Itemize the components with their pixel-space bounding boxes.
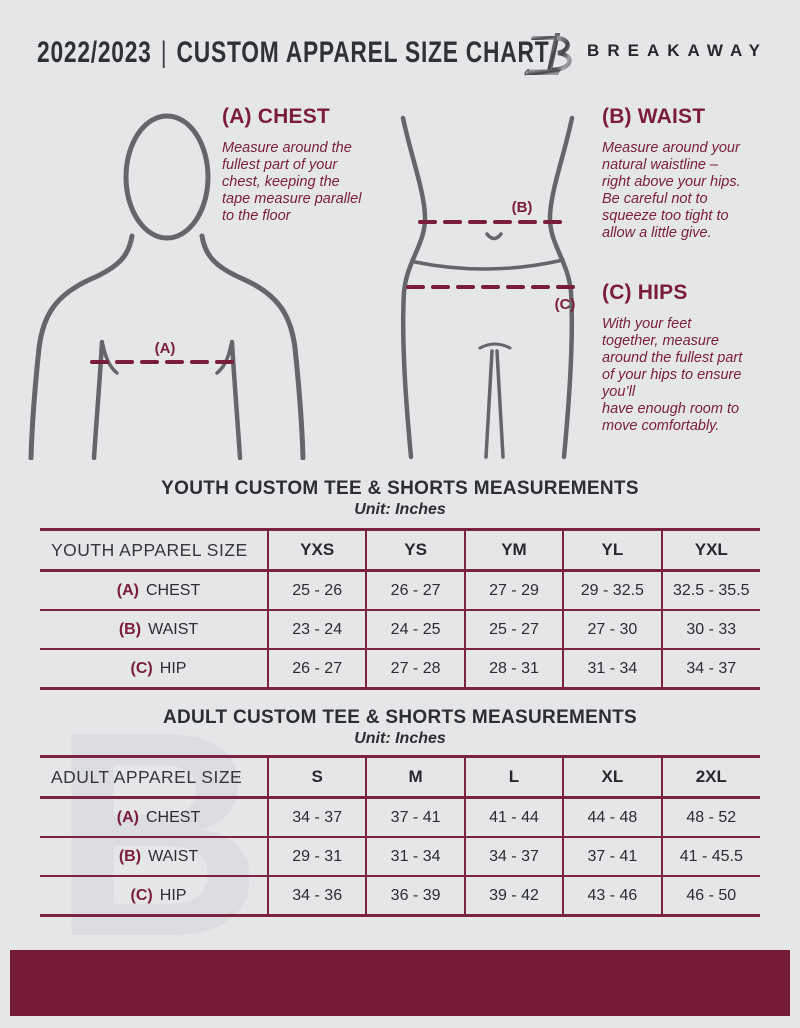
value-cell: 29 - 31 [266, 836, 367, 876]
value-cell: 27 - 28 [365, 648, 465, 690]
value-cell: 44 - 48 [562, 797, 662, 837]
value-cell: 34 - 37 [463, 836, 564, 876]
brand-name: BREAKAWAY [587, 41, 768, 60]
row-prefix: (C) [130, 886, 153, 904]
footer-bar [10, 950, 790, 1016]
adult-hip-row: (C) HIP 34 - 36 36 - 39 39 - 42 43 - 46 4… [40, 875, 760, 917]
value-cell: 25 - 27 [463, 609, 564, 649]
watermark-b: B [52, 671, 263, 997]
youth-size-label: YOUTH APPAREL SIZE [40, 528, 268, 572]
adult-size-table: ADULT APPAREL SIZE S M L XL 2XL (A) CHEST… [40, 755, 760, 917]
page-title: 2022/2023 | CUSTOM APPAREL SIZE CHART [37, 36, 711, 70]
brand-lockup: BREAKAWAY [522, 24, 768, 78]
size-column-header: YM [463, 528, 564, 572]
value-cell: 30 - 33 [660, 609, 760, 649]
row-prefix: (B) [118, 847, 142, 865]
waist-note-heading: (B) WAIST [602, 105, 706, 128]
row-prefix: (A) [116, 808, 139, 826]
size-column-header: L [463, 755, 564, 799]
waist-note-description: Measure around your natural waistline – … [602, 140, 741, 241]
value-cell: 32.5 - 35.5 [660, 570, 760, 610]
value-cell: 37 - 41 [365, 797, 465, 837]
youth-hip-row: (C) HIP 26 - 27 27 - 28 28 - 31 31 - 34 3… [40, 648, 760, 690]
chest-marker-label: (A) [155, 340, 176, 357]
value-cell: 37 - 41 [562, 836, 662, 876]
size-column-header: YS [365, 528, 465, 572]
row-prefix: (B) [118, 620, 142, 638]
youth-table-unit: Unit: Inches [354, 501, 446, 518]
value-cell: 48 - 52 [660, 797, 760, 837]
value-cell: 31 - 34 [365, 836, 465, 876]
adult-table-unit: Unit: Inches [354, 730, 446, 747]
size-column-header: YL [562, 528, 662, 572]
value-cell: 36 - 39 [365, 875, 465, 917]
adult-chest-row: (A) CHEST 34 - 37 37 - 41 41 - 44 44 - 48… [40, 797, 760, 837]
value-cell: 27 - 30 [562, 609, 662, 649]
hip-marker-label: (C) [555, 296, 576, 313]
value-cell: 34 - 37 [660, 648, 760, 690]
value-cell: 29 - 32.5 [562, 570, 662, 610]
value-cell: 28 - 31 [463, 648, 564, 690]
value-cell: 46 - 50 [660, 875, 760, 917]
youth-table-title: YOUTH CUSTOM TEE & SHORTS MEASUREMENTS [161, 478, 639, 499]
chest-note: (A) CHEST Measure around the fullest par… [222, 105, 412, 225]
row-label: HIP [159, 886, 187, 904]
value-cell: 43 - 46 [562, 875, 662, 917]
size-column-header: S [266, 755, 367, 799]
row-prefix: (C) [130, 659, 153, 677]
size-column-header: YXS [266, 528, 367, 572]
value-cell: 25 - 26 [266, 570, 367, 610]
chest-note-heading: (A) CHEST [222, 105, 330, 128]
size-column-header: YXL [660, 528, 760, 572]
value-cell: 41 - 45.5 [660, 836, 760, 876]
waist-note: (B) WAIST Measure around your natural wa… [602, 105, 792, 242]
adult-waist-row: (B) WAIST 29 - 31 31 - 34 34 - 37 37 - 41… [40, 836, 760, 876]
adult-header-row: ADULT APPAREL SIZE S M L XL 2XL [40, 755, 760, 799]
value-cell: 39 - 42 [463, 875, 564, 917]
size-column-header: M [365, 755, 465, 799]
value-cell: 26 - 27 [365, 570, 465, 610]
youth-size-table: YOUTH APPAREL SIZE YXS YS YM YL YXL (A) C… [40, 528, 760, 690]
upper-body-diagram: (A) [28, 113, 306, 460]
row-prefix: (A) [116, 581, 139, 599]
breakaway-logo-icon [524, 33, 572, 76]
row-label: HIP [159, 659, 187, 677]
value-cell: 31 - 34 [562, 648, 662, 690]
adult-table-title: ADULT CUSTOM TEE & SHORTS MEASUREMENTS [162, 707, 638, 728]
hips-note-heading: (C) HIPS [602, 281, 688, 304]
lower-body-diagram: (B) (C) [400, 115, 584, 460]
value-cell: 27 - 29 [463, 570, 564, 610]
youth-waist-row: (B) WAIST 23 - 24 24 - 25 25 - 27 27 - 30… [40, 609, 760, 649]
youth-chest-row: (A) CHEST 25 - 26 26 - 27 27 - 29 29 - 32… [40, 570, 760, 610]
title-year: 2022/2023 [37, 36, 152, 69]
youth-header-row: YOUTH APPAREL SIZE YXS YS YM YL YXL [40, 528, 760, 572]
row-label: CHEST [145, 808, 201, 826]
value-cell: 41 - 44 [463, 797, 564, 837]
row-label: WAIST [148, 847, 199, 865]
value-cell: 26 - 27 [266, 648, 367, 690]
value-cell: 24 - 25 [365, 609, 465, 649]
size-column-header: XL [562, 755, 662, 799]
chest-note-description: Measure around the fullest part of your … [222, 140, 362, 224]
waist-marker-label: (B) [512, 199, 533, 216]
value-cell: 34 - 37 [266, 797, 367, 837]
value-cell: 23 - 24 [266, 609, 367, 649]
title-text: CUSTOM APPAREL SIZE CHART [176, 36, 550, 69]
adult-size-label: ADULT APPAREL SIZE [40, 755, 268, 799]
row-label: CHEST [145, 581, 201, 599]
size-column-header: 2XL [660, 755, 760, 799]
value-cell: 34 - 36 [266, 875, 367, 917]
hips-note-description: With your feet together, measure around … [602, 316, 743, 434]
title-divider: | [160, 36, 168, 69]
hips-note: (C) HIPS With your feet together, measur… [602, 281, 792, 435]
row-label: WAIST [148, 620, 199, 638]
